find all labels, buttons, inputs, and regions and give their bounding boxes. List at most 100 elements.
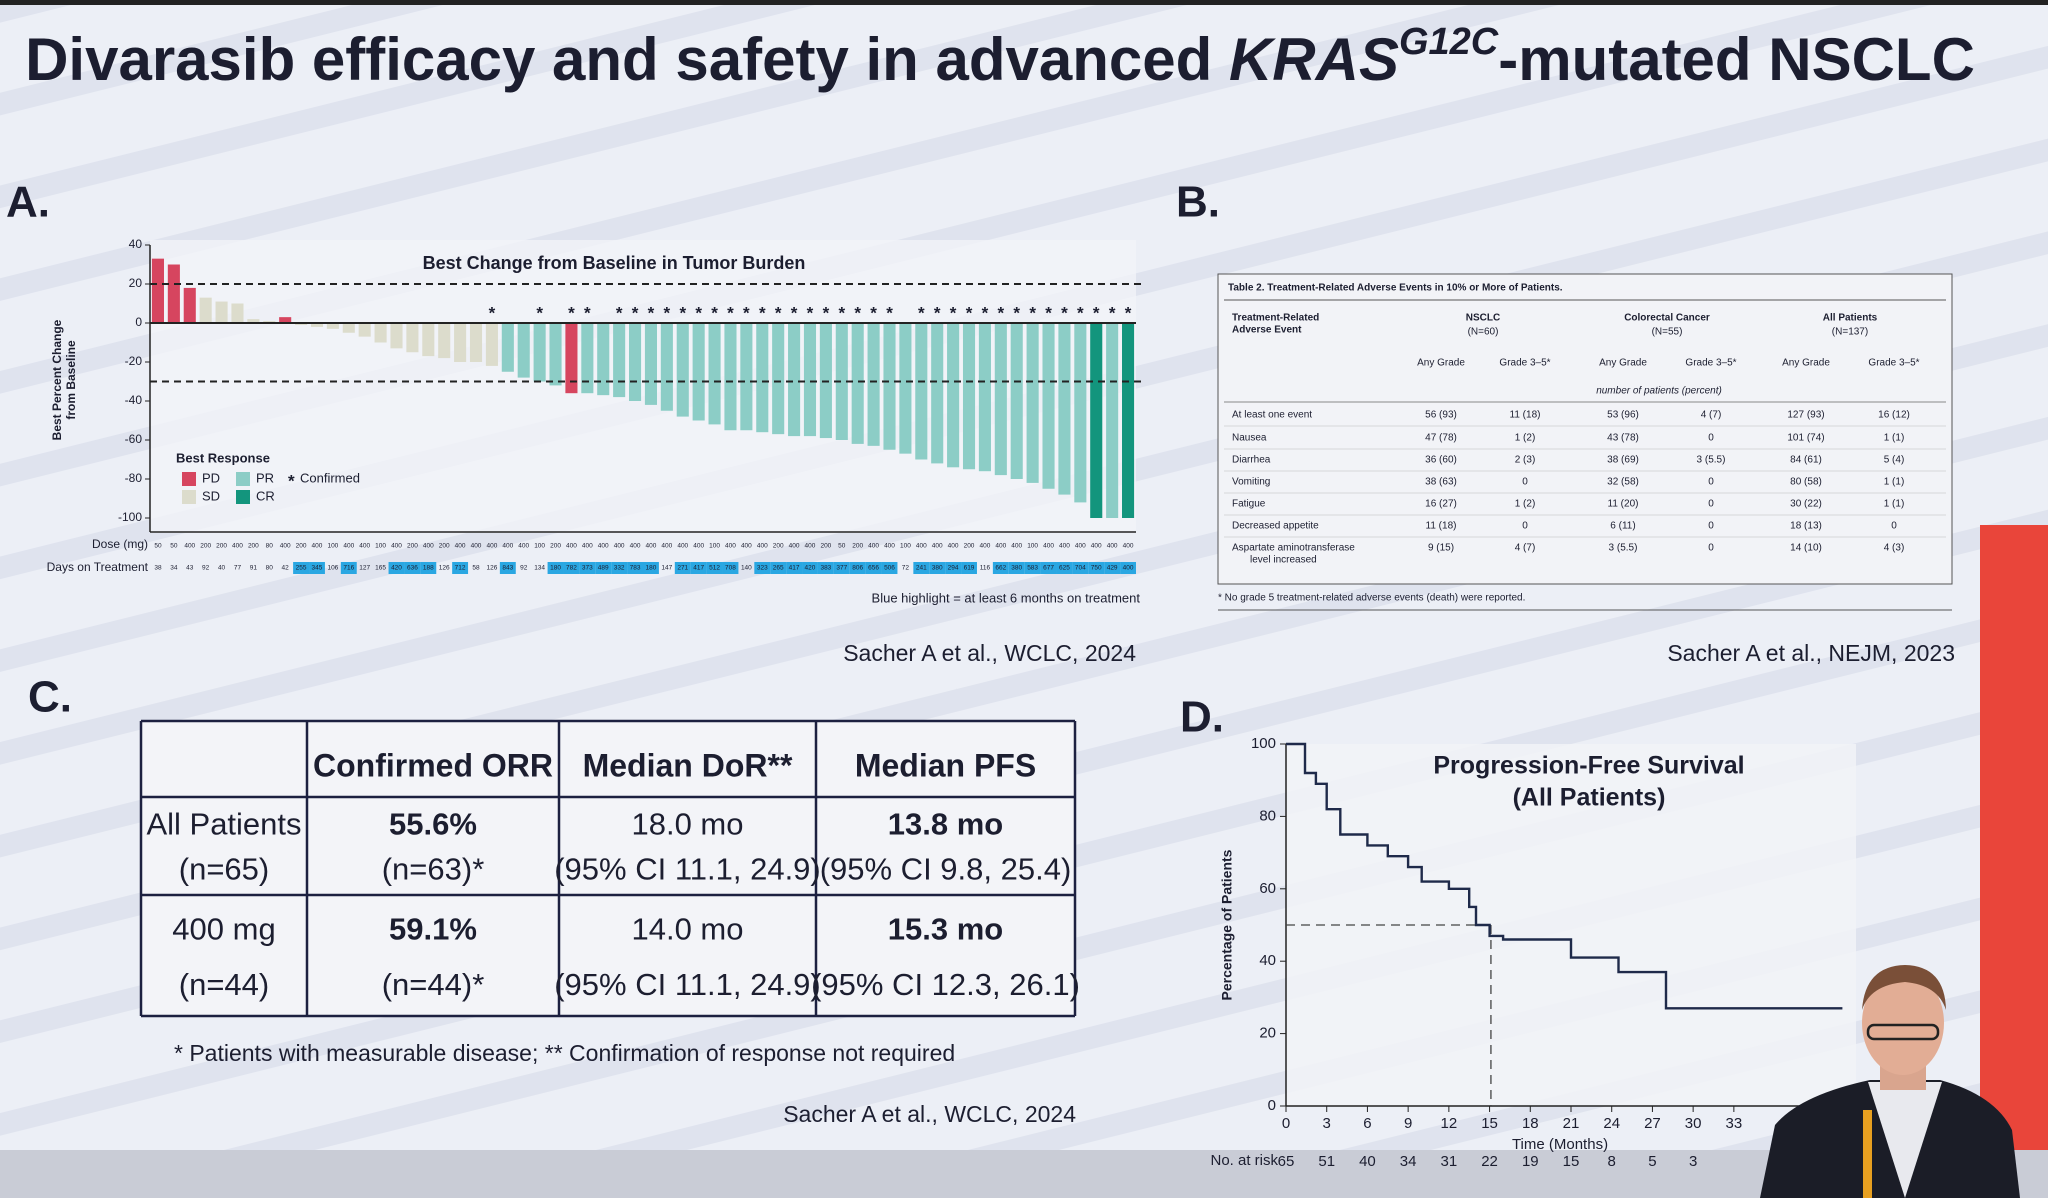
- days-label: 708: [725, 565, 736, 572]
- cell: 1 (2): [1515, 433, 1536, 444]
- y-axis-label: from Baseline: [64, 340, 78, 420]
- y-tick-label: -60: [125, 432, 143, 446]
- presenter-hair: [1862, 965, 1946, 1010]
- dose-label: 100: [327, 543, 338, 550]
- days-highlight: [579, 562, 596, 574]
- bar: [501, 323, 514, 372]
- chart-title: Progression-Free Survival: [1433, 752, 1744, 780]
- confirmed-mark: *: [966, 303, 973, 322]
- dose-label: 400: [646, 543, 657, 550]
- cell: 3 (5.5): [1609, 543, 1638, 554]
- dose-label: 400: [1043, 543, 1054, 550]
- dose-label: 400: [979, 543, 990, 550]
- bar: [931, 323, 944, 464]
- days-label: 42: [282, 565, 290, 572]
- confirmed-mark: *: [998, 303, 1005, 322]
- cell: (n=63)*: [382, 852, 485, 887]
- days-label: 43: [186, 565, 194, 572]
- days-highlight: [293, 562, 310, 574]
- legend-swatch: [236, 490, 250, 504]
- days-highlight: [786, 562, 803, 574]
- cell: 2 (3): [1515, 455, 1536, 466]
- bar: [485, 323, 498, 366]
- cell: 36 (60): [1425, 455, 1457, 466]
- confirmed-mark: *: [1061, 303, 1068, 322]
- group-name: NSCLC: [1466, 313, 1500, 324]
- bar: [374, 323, 387, 343]
- dose-label: 400: [1091, 543, 1102, 550]
- dose-label: 400: [725, 543, 736, 550]
- bar: [613, 323, 626, 398]
- dose-label: 200: [439, 543, 450, 550]
- bar: [629, 323, 642, 401]
- row-label: Aspartate aminotransferase: [1232, 543, 1355, 554]
- days-label: 417: [789, 565, 800, 572]
- days-label: 383: [820, 565, 831, 572]
- days-label: 116: [980, 565, 991, 572]
- days-highlight: [674, 562, 691, 574]
- days-label: 165: [375, 565, 386, 572]
- dose-row-label: Dose (mg): [92, 537, 148, 551]
- days-highlight: [913, 562, 930, 574]
- confirmed-mark: *: [759, 303, 766, 322]
- y-tick-label: 0: [1268, 1097, 1276, 1114]
- x-tick-label: 15: [1481, 1115, 1498, 1132]
- days-label: 40: [218, 565, 226, 572]
- at-risk-value: 51: [1318, 1153, 1335, 1170]
- confirmed-mark: *: [870, 303, 877, 322]
- dose-label: 400: [518, 543, 529, 550]
- panel-label: B.: [1176, 178, 1220, 227]
- cell: 4 (3): [1884, 543, 1905, 554]
- presenter-head: [1862, 971, 1944, 1075]
- cell: 18 (13): [1790, 521, 1822, 532]
- confirmed-mark: *: [934, 303, 941, 322]
- confirmed-mark: *: [982, 303, 989, 322]
- confirmed-mark: *: [568, 303, 575, 322]
- cell: 1 (1): [1884, 477, 1905, 488]
- row-label: Diarrhea: [1232, 455, 1271, 466]
- days-label: 662: [995, 565, 1006, 572]
- y-tick-label: -20: [125, 354, 143, 368]
- bar: [899, 323, 912, 454]
- days-highlight: [309, 562, 325, 574]
- days-highlight: [563, 562, 580, 574]
- at-risk-value: 34: [1400, 1153, 1417, 1170]
- table-bg: [141, 721, 1075, 1016]
- y-tick-label: 80: [1259, 807, 1276, 824]
- x-tick-label: 24: [1603, 1115, 1620, 1132]
- days-highlight: [1040, 562, 1057, 574]
- y-tick-label: -80: [125, 471, 143, 485]
- y-axis-label: Best Percent Change: [50, 319, 64, 440]
- days-highlight: [643, 562, 659, 574]
- panel-label: D.: [1180, 693, 1224, 742]
- bar: [342, 323, 355, 333]
- footnote: * No grade 5 treatment-related adverse e…: [1218, 593, 1525, 604]
- days-highlight: [1024, 562, 1041, 574]
- side-panel: [1980, 525, 2048, 1198]
- dose-label: 50: [154, 543, 162, 550]
- dose-label: 100: [534, 543, 545, 550]
- bar: [676, 323, 689, 417]
- days-row-label: Days on Treatment: [47, 560, 149, 574]
- column-header: Median DoR**: [583, 747, 793, 783]
- row-label: (n=65): [179, 852, 269, 887]
- bar: [406, 323, 419, 353]
- bar: [517, 323, 530, 378]
- days-label: 429: [1107, 565, 1118, 572]
- days-highlight: [817, 562, 834, 574]
- cell: 84 (61): [1790, 455, 1822, 466]
- row-label: Decreased appetite: [1232, 521, 1319, 532]
- dose-label: 400: [280, 543, 291, 550]
- days-label: 180: [646, 565, 657, 572]
- days-highlight: [722, 562, 739, 574]
- dose-label: 400: [566, 543, 577, 550]
- citation: Sacher A et al., NEJM, 2023: [1667, 640, 1955, 666]
- bar: [644, 323, 657, 405]
- confirmed-mark: *: [950, 303, 957, 322]
- days-label: 134: [534, 565, 545, 572]
- bar: [1026, 323, 1039, 483]
- group-n: (N=137): [1832, 327, 1868, 338]
- cell: 16 (27): [1425, 499, 1457, 510]
- dose-label: 400: [232, 543, 243, 550]
- bar: [1122, 323, 1135, 518]
